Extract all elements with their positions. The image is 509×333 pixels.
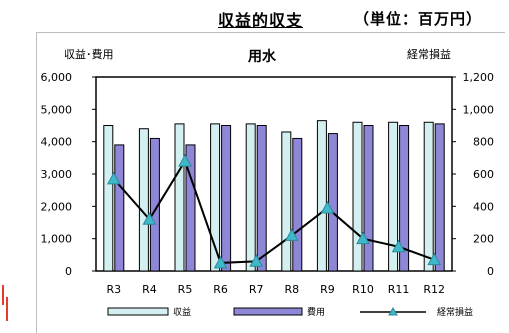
axes: 0 1,000 2,000 3,000 4,000 5,000 6,000 0 200 400 60… [41,71,495,278]
page-title: 収益的収支 [218,11,304,30]
point-profit [106,171,121,185]
y-tick-label: 5,000 [41,103,73,116]
point-profit [320,200,335,214]
bar-cost [114,144,125,272]
point-profit [142,212,157,225]
x-tick-label: R12 [423,283,445,296]
bar-revenue [210,123,221,272]
point-profit [213,255,228,269]
point-profit [427,252,442,266]
chart: 用水 収益･費用 経常損益 0 1,000 2,000 3,000 4,000 5,000… [41,47,495,318]
x-tick-label: R6 [213,283,228,296]
x-tick-label: R11 [388,283,410,296]
legend-swatch-cost [233,307,303,316]
y2-axis-label: 経常損益 [407,47,451,61]
point-profit [249,254,264,267]
y2-tick-label: 400 [473,200,494,213]
x-tick-label: R9 [320,283,335,296]
legend-label-revenue: 収益 [173,306,191,318]
bar-revenue [352,121,363,272]
chart-title: 用水 [248,48,277,65]
y2-tick-label: 1,000 [463,103,495,116]
bar-revenue [388,121,399,272]
y2-tick-label: 200 [473,233,494,246]
legend-marker-profit [388,306,398,316]
bars: R3 R4 R5 R6 R7 R8 R9 R10 R11 R12 [103,120,445,296]
y-tick-label: 6,000 [41,71,73,84]
bar-revenue [103,125,114,272]
y2-tick-label: 800 [473,136,494,149]
y-tick-label: 3,000 [41,168,73,181]
bar-cost [221,125,232,272]
y2-tick-label: 1,200 [463,71,495,84]
bar-cost [256,125,267,272]
page: 収益的収支 （単位：百万円） 用水 収益･費用 経常損益 0 1,000 2,000… [0,10,505,333]
bar-cost [434,123,445,272]
bar-revenue [245,123,256,272]
legend-swatch-revenue [107,307,169,316]
line-profit [113,158,435,264]
y2-tick-label: 600 [473,168,494,181]
x-tick-label: R4 [142,283,157,296]
legend: 収益 費用 経常損益 [107,306,473,318]
x-tick-label: R8 [284,283,299,296]
line-series [106,154,442,269]
x-tick-label: R3 [106,283,121,296]
bar-revenue [281,131,292,272]
point-profit [284,228,299,241]
bar-cost [399,125,410,272]
y-tick-label: 2,000 [41,200,73,213]
point-profit [178,154,192,167]
legend-label-cost: 費用 [307,306,325,318]
red-marker [0,285,10,325]
bar-cost [292,137,303,272]
x-tick-label: R7 [249,283,264,296]
legend-label-profit: 経常損益 [437,306,473,318]
y-tick-label: 0 [65,265,72,278]
x-tick-label: R10 [352,283,374,296]
bar-revenue [174,123,185,272]
bar-revenue [423,121,434,272]
y-tick-label: 1,000 [41,233,73,246]
y-axis-label: 収益･費用 [64,47,114,61]
bar-cost [185,144,196,272]
point-profit [391,239,406,253]
bar-revenue [316,120,327,272]
bar-cost [327,133,338,272]
y-tick-label: 4,000 [41,136,73,149]
bar-cost [363,125,374,272]
x-tick-label: R5 [178,283,193,296]
bar-revenue [138,128,149,272]
point-profit [356,231,370,245]
unit-label: （単位：百万円） [354,10,483,28]
y2-tick-label: 0 [487,265,494,278]
